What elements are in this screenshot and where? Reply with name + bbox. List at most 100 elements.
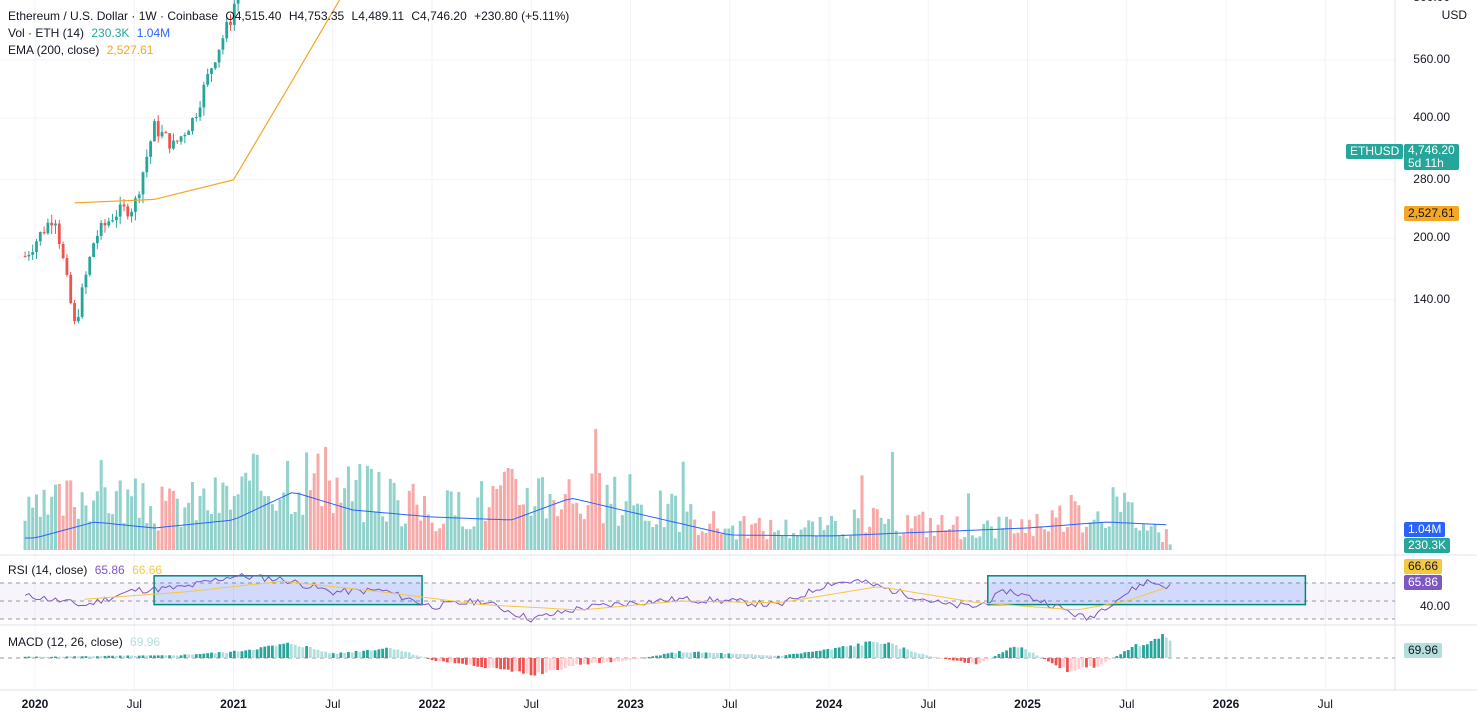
volume-bar <box>384 521 388 550</box>
macd-histogram-bar <box>1130 647 1134 658</box>
macd-histogram-bar <box>639 658 643 659</box>
macd-histogram-bar <box>525 658 529 674</box>
volume-bar <box>826 525 830 550</box>
macd-histogram-bar <box>415 655 419 658</box>
ema-label[interactable]: EMA (200, close) <box>8 43 100 57</box>
volume-bar <box>940 514 944 550</box>
volume-label[interactable]: Vol · ETH (14) <box>8 26 85 40</box>
macd-histogram-bar <box>560 658 563 670</box>
volume-bar <box>506 468 510 550</box>
macd-histogram-bar <box>286 642 289 658</box>
volume-bar <box>989 526 993 550</box>
candle-body <box>107 221 111 226</box>
rsi-label[interactable]: RSI (14, close) <box>8 563 88 577</box>
macd-histogram-bar <box>221 652 225 658</box>
volume-bar <box>472 526 476 550</box>
volume-bar <box>438 528 442 550</box>
macd-histogram-bar <box>54 656 57 658</box>
candle-body <box>57 223 61 245</box>
symbol-tag: ETHUSD <box>1346 144 1404 159</box>
macd-histogram-bar <box>263 646 267 658</box>
macd-histogram-bar <box>700 652 704 658</box>
macd-histogram-bar <box>107 655 111 658</box>
volume-bar <box>598 472 602 550</box>
volume-bar <box>229 509 233 550</box>
macd-histogram-bar <box>255 649 259 658</box>
macd-histogram-bar <box>1012 646 1016 658</box>
macd-histogram-bar <box>88 656 92 658</box>
currency-label[interactable]: USD <box>1441 8 1467 22</box>
volume-bar <box>856 518 860 550</box>
macd-histogram-bar <box>636 658 639 659</box>
volume-bar <box>715 528 719 550</box>
volume-bar <box>270 504 274 550</box>
macd-histogram-bar <box>122 655 126 658</box>
volume-bar <box>164 500 168 550</box>
macd-histogram-bar <box>453 658 457 664</box>
time-axis-label: 2023 <box>617 697 644 711</box>
macd-histogram-bar <box>506 658 510 670</box>
macd-histogram-bar <box>868 641 872 658</box>
volume-bar <box>1130 502 1134 550</box>
volume-bar <box>1016 532 1020 550</box>
volume-bar <box>491 485 495 550</box>
volume-bar <box>700 531 704 550</box>
volume-bar <box>594 428 598 550</box>
macd-histogram-bar <box>385 647 388 658</box>
macd-histogram-bar <box>251 650 255 658</box>
macd-histogram-bar <box>624 658 628 661</box>
macd-histogram-bar <box>57 656 61 658</box>
rsi-line <box>24 572 1171 623</box>
volume-bar <box>1088 522 1092 550</box>
volume-bar <box>381 516 385 550</box>
macd-histogram-bar <box>1157 638 1161 658</box>
volume-value: 230.3K <box>91 26 130 40</box>
macd-histogram-bar <box>571 658 575 666</box>
volume-bar <box>1092 519 1096 550</box>
macd-histogram-bar <box>206 653 210 658</box>
macd-label[interactable]: MACD (12, 26, close) <box>8 635 123 649</box>
macd-histogram-bar <box>472 658 476 666</box>
volume-bar <box>350 501 354 550</box>
volume-bar <box>913 516 917 550</box>
symbol-title[interactable]: Ethereum / U.S. Dollar · 1W · Coinbase <box>8 9 219 23</box>
candle-body <box>198 107 202 118</box>
macd-histogram-bar <box>1008 647 1012 658</box>
volume-bar <box>624 501 628 550</box>
macd-histogram-bar <box>803 652 807 658</box>
macd-histogram-bar <box>480 658 483 667</box>
candle-body <box>31 252 35 255</box>
macd-histogram-bar <box>354 650 358 658</box>
ema-value: 2,527.61 <box>106 43 154 57</box>
volume-bar <box>830 515 834 550</box>
volume-bar <box>1168 544 1172 550</box>
macd-histogram-bar <box>651 656 655 658</box>
macd-histogram-bar <box>411 654 415 658</box>
macd-histogram-bar <box>35 656 38 658</box>
volume-ma-tag: 1.04M <box>1404 522 1446 537</box>
macd-histogram-bar <box>822 649 826 658</box>
macd-histogram-bar <box>191 654 194 658</box>
volume-bar <box>137 517 141 550</box>
macd-histogram-bar <box>598 658 601 664</box>
volume-bar <box>232 496 236 550</box>
volume-bar <box>133 478 137 550</box>
macd-histogram-bar <box>468 658 472 665</box>
volume-bar <box>773 532 777 550</box>
candle-body <box>65 258 69 275</box>
volume-bar <box>339 502 343 550</box>
rsi-legend: RSI (14, close) 65.86 66.66 <box>8 562 166 578</box>
macd-histogram-bar <box>331 653 335 658</box>
macd-histogram-bar <box>552 658 556 670</box>
macd-histogram-bar <box>61 656 65 658</box>
macd-histogram-bar <box>449 658 453 663</box>
volume-bar <box>567 479 571 550</box>
macd-histogram-bar <box>1035 655 1039 658</box>
macd-histogram-bar <box>1096 658 1100 667</box>
volume-bar <box>563 494 567 550</box>
volume-bar <box>331 513 335 550</box>
macd-histogram-bar <box>693 651 697 658</box>
volume-bar <box>902 533 906 550</box>
candle-body <box>160 132 164 137</box>
